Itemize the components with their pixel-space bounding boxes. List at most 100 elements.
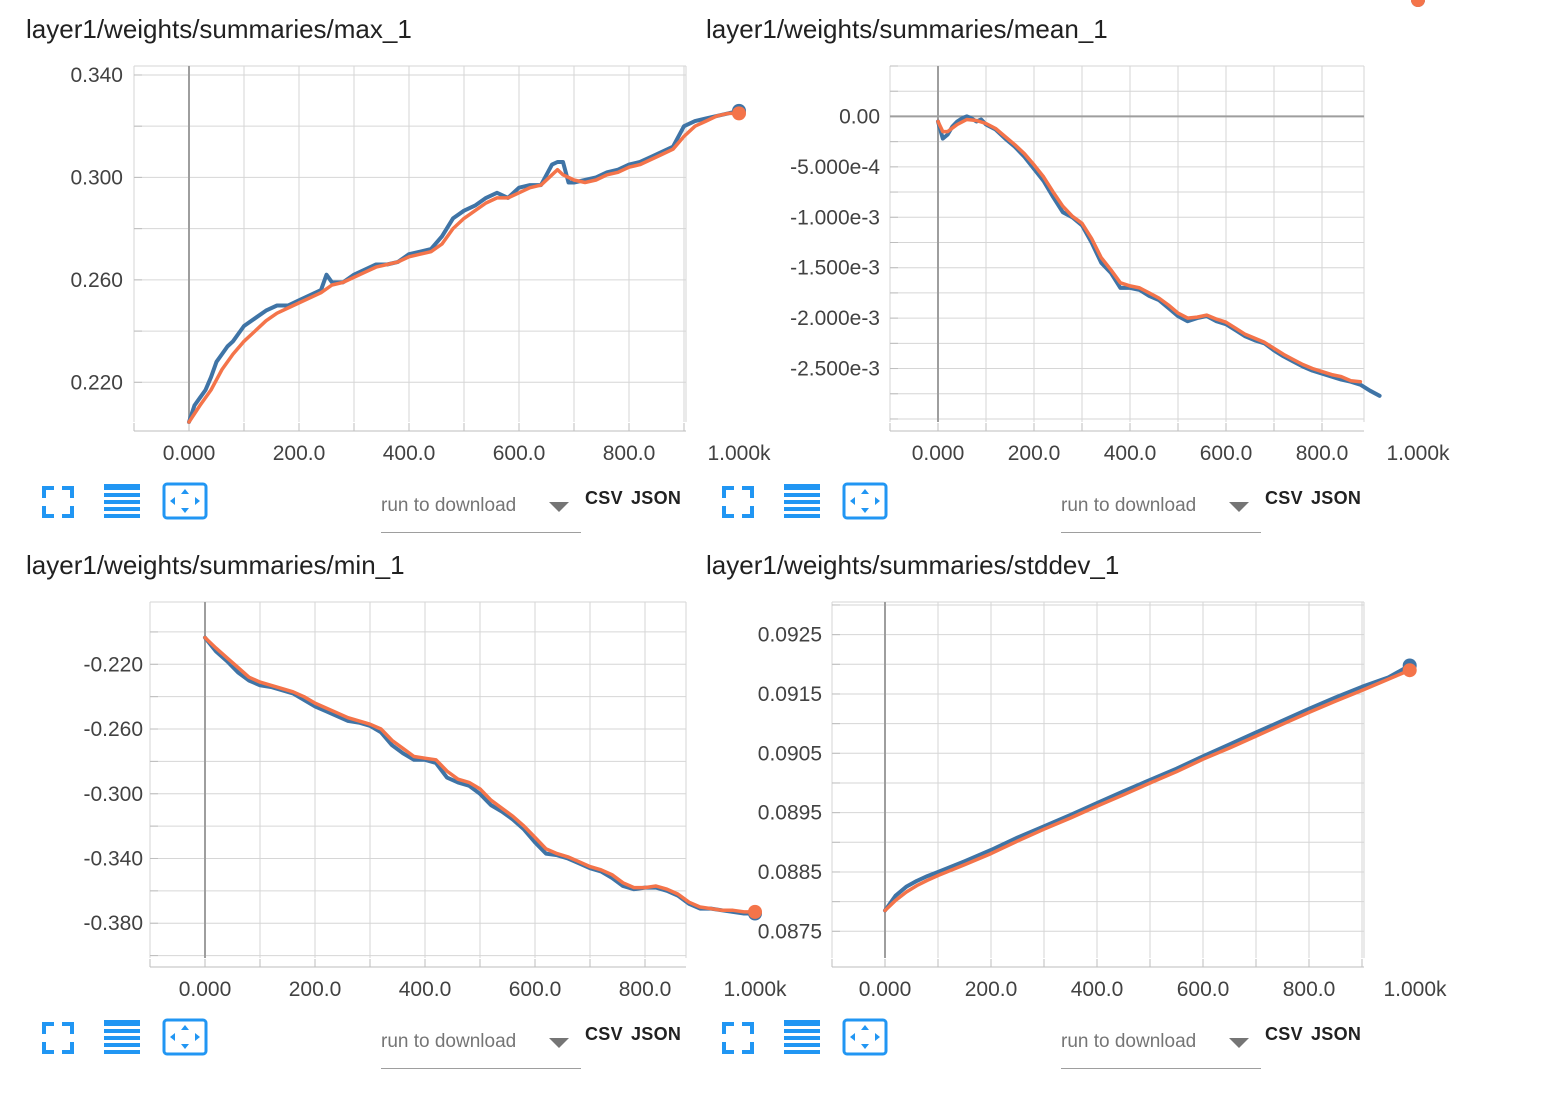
chart-card-min: layer1/weights/summaries/min_1 -0.220 -0.… xyxy=(0,536,787,1072)
y-tick-label: -0.220 xyxy=(83,653,143,676)
y-tick-label: 0.0885 xyxy=(758,861,822,884)
chart-title: layer1/weights/summaries/max_1 xyxy=(26,14,412,44)
card-toolbar: run to download CSV JSON xyxy=(680,1014,1362,1072)
list-icon[interactable] xyxy=(782,1018,822,1058)
fullscreen-icon[interactable] xyxy=(38,482,78,522)
x-tick-label: 200.0 xyxy=(289,978,342,1001)
x-tick-label: 800.0 xyxy=(619,978,672,1001)
fullscreen-icon[interactable] xyxy=(38,1018,78,1058)
line-chart[interactable]: 0.0875 0.0885 0.0895 0.0905 0.0915 0.0925 0.00… xyxy=(680,536,1447,1014)
line-chart[interactable]: 0.220 0.260 0.300 0.340 0.000 200.0 400.0 600.0… xyxy=(0,0,771,478)
x-tick-label: 0.000 xyxy=(163,442,216,465)
list-icon[interactable] xyxy=(102,1018,142,1058)
x-tick-label: 1.000k xyxy=(1386,442,1450,465)
chevron-down-icon xyxy=(549,502,569,512)
y-tick-label: 0.00 xyxy=(839,105,880,128)
series-line-raw xyxy=(883,663,1412,913)
line-chart[interactable]: 0.00 -5.000e-4 -1.000e-3 -1.500e-3 -2.000e-3… xyxy=(680,0,1450,478)
fullscreen-icon[interactable] xyxy=(718,1018,758,1058)
chevron-down-icon xyxy=(549,1038,569,1048)
list-icon[interactable] xyxy=(102,482,142,522)
run-select-placeholder: run to download xyxy=(381,495,517,516)
x-tick-label: 800.0 xyxy=(1283,978,1336,1001)
x-tick-label: 400.0 xyxy=(383,442,436,465)
list-icon[interactable] xyxy=(782,482,822,522)
x-tick-label: 0.000 xyxy=(179,978,232,1001)
y-tick-label: 0.220 xyxy=(70,371,123,394)
x-tick-label: 0.000 xyxy=(912,442,965,465)
y-tick-label: 0.260 xyxy=(70,269,123,292)
run-select-placeholder: run to download xyxy=(1061,495,1197,516)
y-tick-label: -1.500e-3 xyxy=(790,257,880,280)
y-tick-label: -0.340 xyxy=(83,847,143,870)
card-toolbar: run to download CSV JSON xyxy=(680,478,1362,536)
download-json-link[interactable]: JSON xyxy=(631,488,682,508)
fit-domain-icon[interactable] xyxy=(162,482,208,522)
y-tick-label: 0.340 xyxy=(70,64,123,87)
fit-domain-icon[interactable] xyxy=(842,482,888,522)
chart-card-mean: layer1/weights/summaries/mean_1 0.00 -5.0… xyxy=(680,0,1450,536)
y-tick-label: -0.300 xyxy=(83,783,143,806)
series-line-smoothed xyxy=(203,635,757,914)
y-tick-label: -2.000e-3 xyxy=(790,307,880,330)
grid xyxy=(149,602,686,958)
run-to-download-select[interactable]: run to download xyxy=(381,492,581,533)
x-tick-label: 0.000 xyxy=(859,978,912,1001)
y-tick-label: 0.300 xyxy=(70,166,123,189)
download-json-link[interactable]: JSON xyxy=(631,1024,682,1044)
y-tick-label: 0.0925 xyxy=(758,624,822,647)
chevron-down-icon xyxy=(1229,502,1249,512)
y-tick-label: -2.500e-3 xyxy=(790,358,880,381)
chart-title: layer1/weights/summaries/mean_1 xyxy=(706,14,1108,44)
x-tick-label: 1.000k xyxy=(723,978,787,1001)
chart-title: layer1/weights/summaries/min_1 xyxy=(26,550,405,580)
line-chart[interactable]: -0.220 -0.260 -0.300 -0.340 -0.380 0.000 200.0… xyxy=(0,536,787,1014)
y-tick-label: -0.380 xyxy=(83,912,143,935)
fit-domain-icon[interactable] xyxy=(162,1018,208,1058)
series-endpoint-smoothed[interactable] xyxy=(1402,663,1417,678)
chevron-down-icon xyxy=(1229,1038,1249,1048)
series-endpoint-smoothed[interactable] xyxy=(748,904,762,919)
x-tick-label: 600.0 xyxy=(1177,978,1230,1001)
y-tick-label: 0.0895 xyxy=(758,802,822,825)
card-toolbar: run to download CSV JSON xyxy=(0,1014,682,1072)
y-tick-label: 0.0905 xyxy=(758,742,822,765)
fit-domain-icon[interactable] xyxy=(842,1018,888,1058)
download-csv-link[interactable]: CSV xyxy=(585,488,623,508)
x-tick-label: 200.0 xyxy=(273,442,326,465)
series-line-smoothed xyxy=(187,111,741,424)
chart-title: layer1/weights/summaries/stddev_1 xyxy=(706,550,1120,580)
x-tick-label: 1.000k xyxy=(707,442,771,465)
y-tick-label: -5.000e-4 xyxy=(790,156,880,179)
series-line-smoothed xyxy=(883,668,1412,913)
series-line-raw xyxy=(187,108,741,424)
y-tick-label: 0.0875 xyxy=(758,920,822,943)
run-to-download-select[interactable]: run to download xyxy=(1061,1028,1261,1069)
download-json-link[interactable]: JSON xyxy=(1311,488,1362,508)
download-csv-link[interactable]: CSV xyxy=(1265,488,1303,508)
grid xyxy=(133,66,686,422)
x-tick-label: 600.0 xyxy=(493,442,546,465)
x-tick-label: 200.0 xyxy=(965,978,1018,1001)
y-tick-label: -1.000e-3 xyxy=(790,206,880,229)
run-to-download-select[interactable]: run to download xyxy=(1061,492,1261,533)
download-json-link[interactable]: JSON xyxy=(1311,1024,1362,1044)
x-tick-label: 600.0 xyxy=(1200,442,1253,465)
y-tick-label: -0.260 xyxy=(83,718,143,741)
run-select-placeholder: run to download xyxy=(1061,1031,1197,1052)
series-line-raw xyxy=(936,114,1382,398)
fullscreen-icon[interactable] xyxy=(718,482,758,522)
series-line-smoothed xyxy=(936,117,1363,384)
x-tick-label: 400.0 xyxy=(1104,442,1157,465)
x-tick-label: 200.0 xyxy=(1008,442,1061,465)
grid xyxy=(831,602,1364,958)
chart-card-stddev: layer1/weights/summaries/stddev_1 0.0875… xyxy=(680,536,1447,1072)
series-endpoint-smoothed[interactable] xyxy=(732,106,746,121)
download-csv-link[interactable]: CSV xyxy=(1265,1024,1303,1044)
x-tick-label: 600.0 xyxy=(509,978,562,1001)
download-csv-link[interactable]: CSV xyxy=(585,1024,623,1044)
series-endpoint-smoothed[interactable] xyxy=(1411,0,1425,7)
run-to-download-select[interactable]: run to download xyxy=(381,1028,581,1069)
x-tick-label: 1.000k xyxy=(1383,978,1447,1001)
y-tick-label: 0.0915 xyxy=(758,683,822,706)
